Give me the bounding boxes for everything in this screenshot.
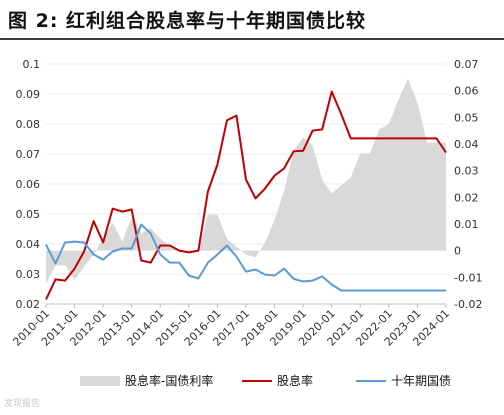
legend-swatch-spread	[80, 376, 120, 386]
legend-label: 十年期国债	[391, 374, 451, 388]
right-tick-label: 0.07	[454, 58, 479, 71]
spread-area-layer	[46, 78, 446, 285]
legend-label: 股息率	[277, 373, 313, 388]
right-tick-label: 0.03	[454, 165, 479, 178]
right-tick-label: 0.05	[454, 111, 479, 124]
right-tick-label: 0.04	[454, 138, 479, 151]
watermark: 发现报告	[4, 399, 41, 409]
left-tick-label: 0.06	[16, 178, 41, 191]
legend-label: 股息率-国债利率	[125, 373, 213, 388]
left-tick-label: 0.07	[16, 148, 41, 161]
left-axis: 0.1 0.09 0.08 0.07 0.06 0.05 0.04 0.03 0.02	[16, 58, 41, 311]
right-tick-label: -0.02	[454, 298, 482, 311]
line-series-layer	[45, 90, 447, 300]
right-tick-label: -0.01	[454, 271, 482, 284]
right-tick-label: 0.06	[454, 85, 479, 98]
left-tick-label: 0.03	[16, 268, 41, 281]
right-axis: 0.07 0.06 0.05 0.04 0.03 0.02 0.01 0 -0.01 -0.02	[454, 58, 482, 311]
left-tick-label: 0.05	[16, 208, 41, 221]
chart-title: 图 2: 红利组合股息率与十年期国债比较	[8, 10, 367, 32]
title-divider	[0, 38, 504, 40]
legend: 股息率-国债利率 股息率 十年期国债	[80, 373, 451, 388]
treasury-yield-line	[45, 223, 446, 292]
right-tick-label: 0	[454, 245, 461, 258]
right-tick-label: 0.02	[454, 191, 479, 204]
right-tick-label: 0.01	[454, 218, 479, 231]
x-axis: 2010-012011-012012-012013-012014-012015-…	[10, 303, 452, 349]
left-tick-label: 0.08	[16, 118, 41, 131]
dividend-yield-line	[45, 90, 447, 300]
left-tick-label: 0.09	[16, 88, 41, 101]
left-tick-label: 0.04	[16, 238, 41, 251]
spread-area	[46, 78, 446, 285]
left-tick-label: 0.02	[16, 298, 41, 311]
left-tick-label: 0.1	[23, 58, 41, 71]
